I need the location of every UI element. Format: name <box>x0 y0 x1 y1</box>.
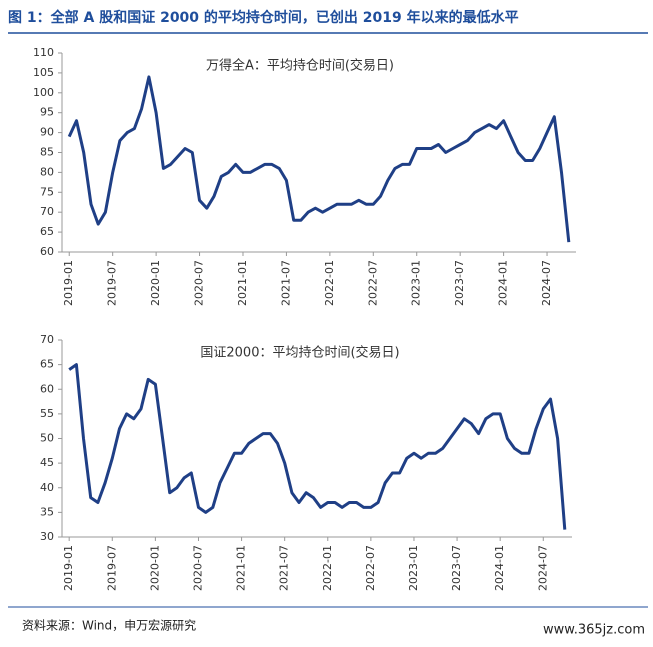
y-tick-label: 90 <box>40 126 54 139</box>
y-tick-label: 50 <box>40 432 54 445</box>
y-tick-label: 75 <box>40 185 54 198</box>
watermark: www.365jz.com <box>543 623 645 638</box>
y-tick-label: 70 <box>40 333 54 346</box>
page-title: 图 1：全部 A 股和国证 2000 的平均持仓时间，已创出 2019 年以来的… <box>8 9 519 26</box>
x-tick-label: 2020-01 <box>148 545 161 591</box>
x-tick-label: 2019-07 <box>106 260 119 306</box>
x-tick-label: 2023-07 <box>453 260 466 306</box>
x-tick-label: 2021-07 <box>279 260 292 306</box>
y-tick-label: 65 <box>40 358 54 371</box>
x-tick-label: 2019-07 <box>105 545 118 591</box>
y-tick-label: 30 <box>40 530 54 543</box>
x-tick-label: 2022-01 <box>321 545 334 591</box>
x-tick-label: 2020-01 <box>149 260 162 306</box>
y-tick-label: 55 <box>40 407 54 420</box>
y-tick-label: 105 <box>33 66 54 79</box>
x-tick-label: 2020-07 <box>191 545 204 591</box>
y-tick-label: 60 <box>40 382 54 395</box>
x-tick-label: 2023-01 <box>410 260 423 306</box>
line-series <box>68 363 567 530</box>
x-tick-label: 2019-01 <box>62 545 75 591</box>
y-tick-label: 45 <box>40 456 54 469</box>
y-tick-label: 80 <box>40 165 54 178</box>
x-tick-label: 2022-01 <box>323 260 336 306</box>
y-tick-label: 100 <box>33 86 54 99</box>
y-tick-label: 70 <box>40 205 54 218</box>
x-tick-label: 2024-01 <box>493 545 506 591</box>
x-tick-label: 2021-01 <box>236 260 249 306</box>
x-tick-label: 2021-07 <box>278 545 291 591</box>
y-tick-label: 85 <box>40 146 54 159</box>
y-tick-label: 65 <box>40 225 54 238</box>
x-tick-label: 2019-01 <box>62 260 75 306</box>
y-tick-label: 95 <box>40 106 54 119</box>
chart-title: 万得全A：平均持仓时间(交易日) <box>206 58 394 74</box>
x-tick-label: 2024-01 <box>497 260 510 306</box>
chart-title: 国证2000：平均持仓时间(交易日) <box>200 345 399 361</box>
line-series <box>67 75 571 243</box>
x-tick-label: 2024-07 <box>540 260 553 306</box>
source-note: 资料来源：Wind，申万宏源研究 <box>22 618 196 633</box>
x-tick-label: 2021-01 <box>235 545 248 591</box>
x-tick-label: 2023-01 <box>407 545 420 591</box>
y-tick-label: 60 <box>40 245 54 258</box>
y-tick-label: 40 <box>40 481 54 494</box>
x-tick-label: 2022-07 <box>366 260 379 306</box>
x-tick-label: 2023-07 <box>450 545 463 591</box>
x-tick-label: 2020-07 <box>193 260 206 306</box>
x-tick-label: 2022-07 <box>364 545 377 591</box>
x-tick-label: 2024-07 <box>536 545 549 591</box>
y-tick-label: 35 <box>40 505 54 518</box>
y-tick-label: 110 <box>33 46 54 59</box>
